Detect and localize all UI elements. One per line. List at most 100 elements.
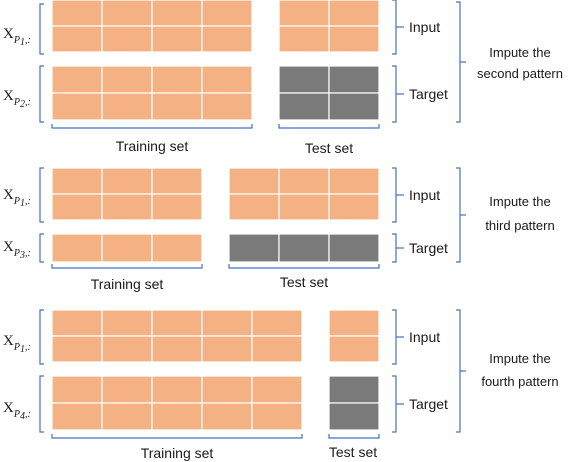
observed-cell bbox=[151, 167, 203, 195]
observed-cell bbox=[101, 65, 153, 94]
missing-cell bbox=[278, 65, 330, 94]
panel-1-impute-bracket bbox=[456, 1, 461, 123]
panel-1-test-bracket bbox=[278, 124, 380, 129]
panel-2-train-input-matrix bbox=[51, 167, 203, 221]
panel-1-input-label: Input bbox=[409, 19, 440, 35]
observed-cell bbox=[101, 402, 153, 431]
panel-1: XP1,: XP2,: Training set Test set Input … bbox=[3, 0, 563, 156]
observed-cell bbox=[51, 65, 103, 94]
panel-2-input-bracket bbox=[392, 167, 397, 223]
panel-1-test-input-matrix bbox=[278, 0, 380, 53]
observed-cell bbox=[328, 25, 380, 53]
observed-cell bbox=[151, 233, 203, 263]
observed-cell bbox=[101, 335, 153, 363]
panel-1-target-bracket bbox=[392, 65, 397, 123]
missing-cell bbox=[328, 65, 380, 94]
observed-cell bbox=[151, 25, 203, 53]
panel-1-test-label: Test set bbox=[305, 140, 353, 156]
panel-2-training-label: Training set bbox=[91, 276, 164, 292]
panel-3-test-label: Test set bbox=[329, 444, 377, 460]
panel-2-impute-line-1: Impute the bbox=[489, 194, 550, 209]
panel-3-x-input-bracket bbox=[39, 309, 44, 365]
observed-cell bbox=[101, 92, 153, 121]
observed-cell bbox=[278, 25, 330, 53]
panel-2-test-input-matrix bbox=[228, 167, 380, 221]
panel-3: XP1,: XP4,: Training set Test set Input … bbox=[3, 309, 559, 461]
observed-cell bbox=[201, 92, 253, 121]
observed-cell bbox=[51, 92, 103, 121]
observed-cell bbox=[51, 25, 103, 53]
observed-cell bbox=[101, 25, 153, 53]
panel-3-x-target-label: XP4,: bbox=[3, 400, 31, 422]
panel-2-input-label: Input bbox=[409, 187, 440, 203]
panel-1-training-bracket bbox=[51, 124, 253, 129]
observed-cell bbox=[201, 0, 253, 27]
panel-2-training-bracket bbox=[51, 264, 203, 269]
observed-cell bbox=[51, 335, 103, 363]
panel-1-test-target-matrix bbox=[278, 65, 380, 121]
panel-2-x-input-bracket bbox=[39, 167, 44, 223]
missing-cell bbox=[228, 233, 280, 263]
observed-cell bbox=[328, 167, 380, 195]
panel-1-training-label: Training set bbox=[116, 138, 189, 154]
panel-3-input-label: Input bbox=[409, 329, 440, 345]
observed-cell bbox=[328, 309, 380, 337]
observed-cell bbox=[101, 193, 153, 221]
observed-cell bbox=[51, 167, 103, 195]
observed-cell bbox=[201, 25, 253, 53]
panel-2-target-bracket bbox=[392, 233, 397, 263]
panel-2-impute-line-2: third pattern bbox=[485, 218, 554, 233]
observed-cell bbox=[201, 375, 253, 404]
observed-cell bbox=[328, 0, 380, 27]
panel-1-x-input-label: XP1,: bbox=[3, 26, 31, 48]
observed-cell bbox=[51, 402, 103, 431]
panel-3-train-target-matrix bbox=[51, 375, 303, 431]
missing-cell bbox=[278, 233, 330, 263]
panel-2-test-target-matrix bbox=[228, 233, 380, 263]
observed-cell bbox=[151, 402, 203, 431]
missing-cell bbox=[328, 233, 380, 263]
observed-cell bbox=[201, 65, 253, 94]
panel-3-impute-line-2: fourth pattern bbox=[481, 374, 558, 389]
observed-cell bbox=[51, 193, 103, 221]
observed-cell bbox=[228, 193, 280, 221]
observed-cell bbox=[251, 375, 303, 404]
panel-3-target-label: Target bbox=[409, 396, 448, 412]
missing-cell bbox=[278, 92, 330, 121]
observed-cell bbox=[51, 375, 103, 404]
panel-3-impute-bracket bbox=[456, 309, 461, 433]
panel-1-train-target-matrix bbox=[51, 65, 253, 121]
observed-cell bbox=[201, 402, 253, 431]
observed-cell bbox=[151, 0, 203, 27]
panel-1-impute-line-1: Impute the bbox=[489, 45, 550, 60]
observed-cell bbox=[51, 0, 103, 27]
panel-1-input-bracket bbox=[392, 0, 397, 55]
panel-1-target-label: Target bbox=[409, 86, 448, 102]
missing-cell bbox=[328, 92, 380, 121]
observed-cell bbox=[228, 167, 280, 195]
panel-3-x-target-bracket bbox=[39, 375, 44, 433]
observed-cell bbox=[201, 335, 253, 363]
observed-cell bbox=[251, 402, 303, 431]
panel-3-target-bracket bbox=[392, 375, 397, 433]
panel-1-x-target-label: XP2,: bbox=[3, 88, 31, 110]
observed-cell bbox=[151, 65, 203, 94]
panel-1-x-input-bracket bbox=[39, 3, 44, 55]
panel-2-x-target-label: XP3,: bbox=[3, 239, 31, 261]
panel-3-training-label: Training set bbox=[141, 445, 214, 461]
panel-3-test-input-matrix bbox=[328, 309, 380, 363]
observed-cell bbox=[51, 233, 103, 263]
panel-3-input-bracket bbox=[392, 309, 397, 365]
observed-cell bbox=[278, 0, 330, 27]
observed-cell bbox=[151, 193, 203, 221]
panel-2-target-label: Target bbox=[409, 240, 448, 256]
observed-cell bbox=[51, 309, 103, 337]
panel-3-x-input-label: XP1,: bbox=[3, 333, 31, 355]
panel-2-test-bracket bbox=[228, 264, 380, 269]
missing-cell bbox=[328, 402, 380, 431]
panel-1-impute-line-2: second pattern bbox=[477, 66, 563, 81]
panel-2-x-input-label: XP1,: bbox=[3, 187, 31, 209]
panel-3-training-bracket bbox=[51, 434, 303, 439]
observed-cell bbox=[201, 309, 253, 337]
panel-3-test-bracket bbox=[328, 434, 380, 439]
